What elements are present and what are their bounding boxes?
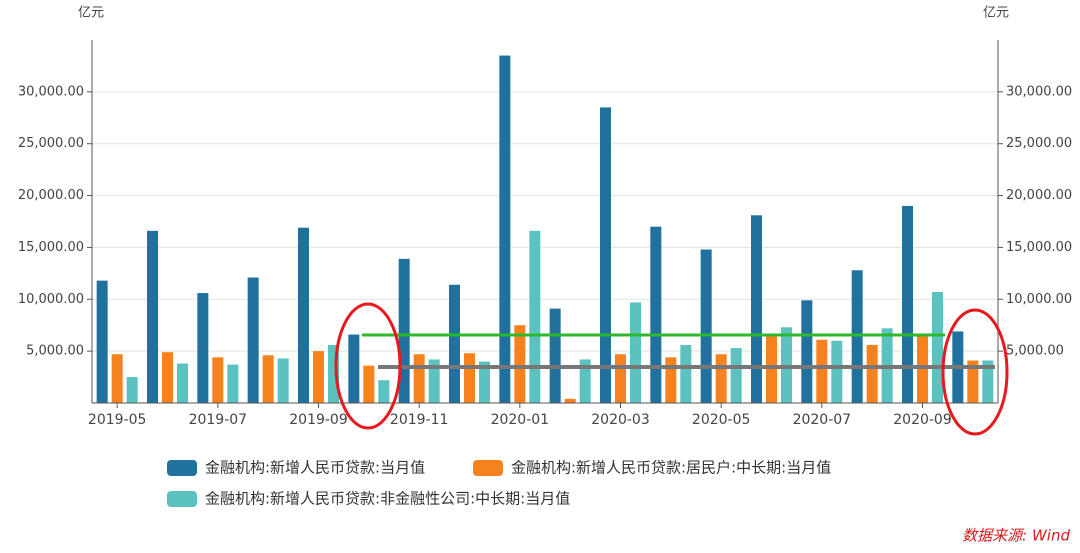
bar xyxy=(831,340,843,403)
y2-tick-label: 30,000.00 xyxy=(1006,84,1072,99)
bar xyxy=(162,352,173,403)
bar xyxy=(730,348,742,403)
bar xyxy=(363,365,375,403)
bar xyxy=(801,300,813,403)
x-tick-label: 2020-07 xyxy=(793,412,852,428)
highlight-circle xyxy=(941,308,1009,436)
bar xyxy=(313,351,324,403)
y-tick-label: 5,000.00 xyxy=(26,344,84,359)
bar xyxy=(715,354,727,403)
bar xyxy=(398,258,410,403)
bar xyxy=(615,354,626,403)
x-tick-label: 2020-03 xyxy=(591,412,650,428)
bar xyxy=(247,277,259,403)
bar xyxy=(766,335,777,403)
bar xyxy=(126,377,138,403)
bar xyxy=(413,354,425,403)
bar xyxy=(212,357,224,403)
bar xyxy=(277,358,289,403)
bar xyxy=(564,398,576,403)
bar xyxy=(499,55,511,404)
bar xyxy=(680,344,692,403)
bar xyxy=(851,270,863,403)
legend-swatch xyxy=(167,460,197,476)
y-tick-label: 10,000.00 xyxy=(18,292,84,307)
x-tick-label: 2019-05 xyxy=(88,412,147,428)
bar xyxy=(665,357,677,403)
bar xyxy=(902,205,913,403)
legend-label: 金融机构:新增人民币贷款:居民户:中长期:当月值 xyxy=(511,459,831,477)
bar xyxy=(967,360,979,403)
x-tick-label: 2020-01 xyxy=(491,412,550,428)
bar xyxy=(227,364,239,403)
bar xyxy=(111,354,123,403)
y2-tick-label: 20,000.00 xyxy=(1006,188,1072,203)
highlight-circle xyxy=(334,302,402,430)
bar xyxy=(579,359,591,403)
y2-tick-label: 25,000.00 xyxy=(1006,136,1072,151)
y2-axis-unit: 亿元 xyxy=(983,6,1009,21)
x-tick-label: 2019-07 xyxy=(189,412,248,428)
legend-label: 金融机构:新增人民币贷款:非金融性公司:中长期:当月值 xyxy=(205,490,570,508)
y2-tick-label: 15,000.00 xyxy=(1006,240,1072,255)
bar xyxy=(479,361,490,403)
x-tick-label: 2019-11 xyxy=(390,412,449,428)
annotations xyxy=(334,302,1009,436)
bar xyxy=(328,344,339,403)
y2-tick-label: 10,000.00 xyxy=(1006,292,1072,307)
bar xyxy=(650,226,662,403)
legend-swatch xyxy=(167,491,197,507)
bar xyxy=(917,335,928,403)
bar xyxy=(982,360,994,403)
y-tick-label: 30,000.00 xyxy=(18,84,84,99)
bar xyxy=(177,363,188,403)
y-axis-unit: 亿元 xyxy=(78,6,104,21)
x-tick-label: 2020-05 xyxy=(692,412,751,428)
bar xyxy=(932,292,943,403)
bar xyxy=(514,325,526,403)
bar xyxy=(600,107,611,404)
legend-swatch xyxy=(473,460,503,476)
bar xyxy=(700,249,712,403)
bar xyxy=(866,344,878,403)
bar xyxy=(449,284,460,403)
source-note: 数据来源: Wind xyxy=(962,527,1070,545)
bar xyxy=(464,353,475,403)
x-tick-label: 2019-09 xyxy=(289,412,348,428)
bar xyxy=(378,380,390,403)
bar xyxy=(549,308,561,403)
bar xyxy=(816,339,828,403)
bar xyxy=(197,293,209,403)
x-tick-label: 2020-09 xyxy=(893,412,952,428)
bar xyxy=(630,302,641,403)
bar xyxy=(348,334,360,403)
bar xyxy=(96,280,108,403)
y-tick-label: 25,000.00 xyxy=(18,136,84,151)
y-tick-label: 20,000.00 xyxy=(18,188,84,203)
bar xyxy=(529,230,541,403)
legend-label: 金融机构:新增人民币贷款:当月值 xyxy=(205,459,425,477)
bar xyxy=(262,355,274,403)
bar xyxy=(751,215,762,403)
bar xyxy=(428,359,440,403)
y-tick-label: 15,000.00 xyxy=(18,240,84,255)
bar xyxy=(147,230,158,403)
y2-tick-label: 5,000.00 xyxy=(1006,344,1064,359)
bar xyxy=(298,227,309,403)
